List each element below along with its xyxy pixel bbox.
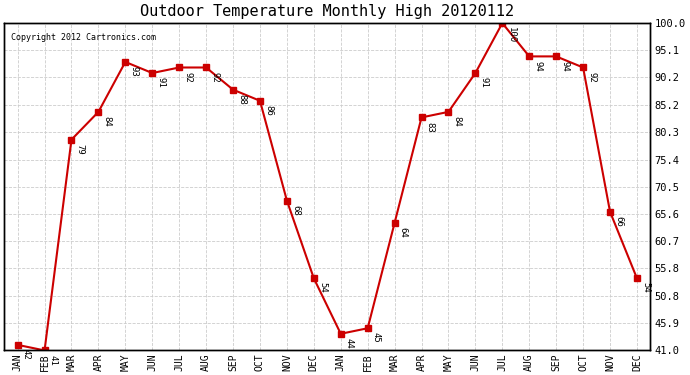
Text: 83: 83 [426, 122, 435, 132]
Text: 92: 92 [210, 72, 219, 82]
Text: 45: 45 [372, 332, 381, 343]
Title: Outdoor Temperature Monthly High 20120112: Outdoor Temperature Monthly High 2012011… [140, 4, 514, 19]
Text: Copyright 2012 Cartronics.com: Copyright 2012 Cartronics.com [10, 33, 156, 42]
Text: 84: 84 [103, 116, 112, 127]
Text: 54: 54 [318, 282, 327, 293]
Text: 100: 100 [506, 27, 515, 44]
Text: 92: 92 [184, 72, 193, 82]
Text: 41: 41 [49, 355, 58, 365]
Text: 91: 91 [480, 77, 489, 88]
Text: 42: 42 [22, 349, 31, 360]
Text: 94: 94 [560, 61, 569, 71]
Text: 91: 91 [157, 77, 166, 88]
Text: 66: 66 [614, 216, 623, 226]
Text: 92: 92 [587, 72, 596, 82]
Text: 68: 68 [291, 205, 300, 216]
Text: 93: 93 [130, 66, 139, 77]
Text: 86: 86 [264, 105, 273, 116]
Text: 64: 64 [399, 227, 408, 238]
Text: 44: 44 [345, 338, 354, 349]
Text: 79: 79 [76, 144, 85, 154]
Text: 94: 94 [533, 61, 542, 71]
Text: 54: 54 [641, 282, 650, 293]
Text: 88: 88 [237, 94, 246, 105]
Text: 84: 84 [453, 116, 462, 127]
